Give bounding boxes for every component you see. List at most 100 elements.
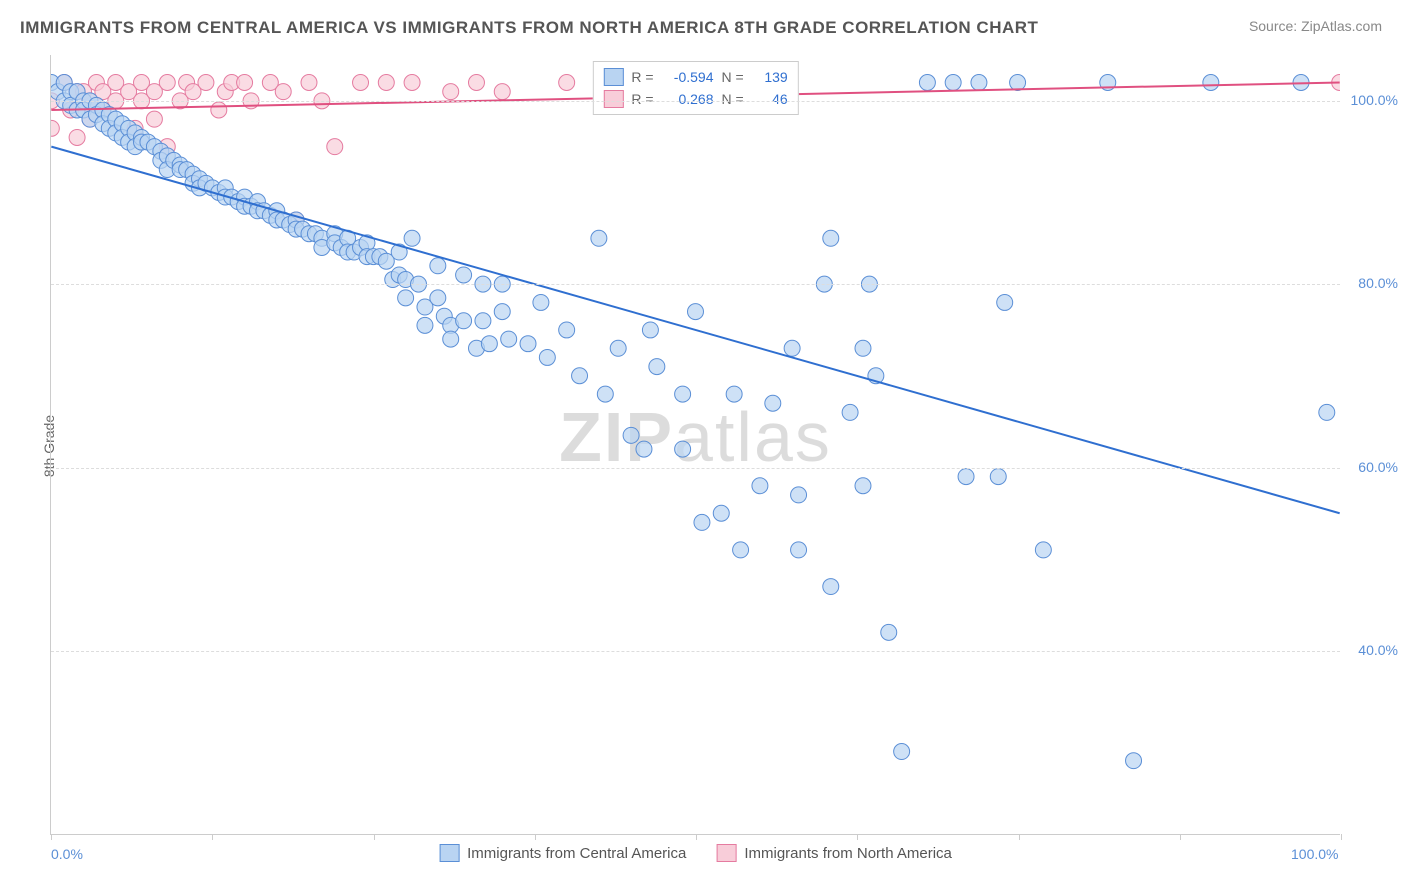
data-point	[159, 162, 175, 178]
legend-top-row-2: R = 0.268 N = 46	[603, 88, 787, 110]
data-point	[262, 75, 278, 91]
chart-title: IMMIGRANTS FROM CENTRAL AMERICA VS IMMIG…	[20, 18, 1038, 38]
data-point	[572, 368, 588, 384]
data-point	[224, 189, 240, 205]
data-point	[288, 212, 304, 228]
data-point	[288, 221, 304, 237]
data-point	[51, 120, 59, 136]
source-name: ZipAtlas.com	[1301, 18, 1382, 34]
data-point	[179, 162, 195, 178]
ytick-label: 40.0%	[1358, 642, 1398, 658]
data-point	[198, 75, 214, 91]
data-point	[688, 304, 704, 320]
xtick	[374, 834, 375, 840]
data-point	[211, 184, 227, 200]
ytick-label: 60.0%	[1358, 459, 1398, 475]
legend-swatch-pink	[603, 90, 623, 108]
data-point	[69, 84, 85, 100]
xtick	[857, 834, 858, 840]
data-point	[237, 189, 253, 205]
legend-bottom: Immigrants from Central America Immigran…	[439, 844, 952, 862]
data-point	[726, 386, 742, 402]
data-point	[404, 230, 420, 246]
data-point	[436, 308, 452, 324]
data-point	[185, 166, 201, 182]
legend-bottom-item-2: Immigrants from North America	[716, 844, 952, 862]
data-point	[51, 84, 66, 100]
watermark-rest: atlas	[674, 398, 832, 476]
data-point	[359, 235, 375, 251]
data-point	[649, 359, 665, 375]
data-point	[191, 171, 207, 187]
data-point	[134, 134, 150, 150]
data-point	[108, 75, 124, 91]
data-point	[481, 336, 497, 352]
xtick	[535, 834, 536, 840]
regression-line	[51, 147, 1339, 514]
data-point	[159, 139, 175, 155]
data-point	[56, 75, 72, 91]
data-point	[868, 368, 884, 384]
data-point	[958, 469, 974, 485]
data-point	[378, 75, 394, 91]
data-point	[198, 175, 214, 191]
legend-r-value-1: -0.594	[662, 66, 714, 88]
data-point	[417, 317, 433, 333]
watermark: ZIPatlas	[559, 397, 832, 477]
data-point	[63, 84, 79, 100]
data-point	[456, 313, 472, 329]
xtick	[1341, 834, 1342, 840]
data-point	[262, 207, 278, 223]
data-point	[159, 148, 175, 164]
data-point	[1332, 75, 1340, 91]
data-point	[823, 579, 839, 595]
xtick-label: 0.0%	[51, 846, 83, 862]
data-point	[88, 107, 104, 123]
data-point	[468, 75, 484, 91]
data-point	[327, 139, 343, 155]
data-point	[881, 624, 897, 640]
data-point	[114, 129, 130, 145]
legend-r-label-2: R =	[631, 88, 653, 110]
xtick-label: 100.0%	[1291, 846, 1338, 862]
data-point	[520, 336, 536, 352]
data-point	[997, 294, 1013, 310]
data-point	[217, 189, 233, 205]
data-point	[636, 441, 652, 457]
data-point	[127, 139, 143, 155]
data-point	[288, 212, 304, 228]
data-point	[101, 107, 117, 123]
data-point	[249, 203, 265, 219]
data-point	[95, 116, 111, 132]
legend-swatch-blue	[603, 68, 623, 86]
data-point	[185, 84, 201, 100]
data-point	[204, 180, 220, 196]
legend-bottom-label-2: Immigrants from North America	[744, 845, 952, 862]
data-point	[539, 349, 555, 365]
data-point	[765, 395, 781, 411]
data-point	[69, 129, 85, 145]
data-point	[1203, 75, 1219, 91]
data-point	[333, 239, 349, 255]
data-point	[108, 111, 124, 127]
gridline-h	[51, 284, 1340, 285]
data-point	[295, 221, 311, 237]
data-point	[172, 162, 188, 178]
data-point	[108, 125, 124, 141]
data-point	[153, 152, 169, 168]
data-point	[456, 267, 472, 283]
data-point	[468, 340, 484, 356]
data-point	[172, 157, 188, 173]
data-point	[1035, 542, 1051, 558]
data-point	[443, 331, 459, 347]
data-point	[733, 542, 749, 558]
data-point	[353, 75, 369, 91]
source-attribution: Source: ZipAtlas.com	[1249, 18, 1382, 34]
data-point	[146, 139, 162, 155]
source-prefix: Source:	[1249, 18, 1301, 34]
gridline-h	[51, 101, 1340, 102]
data-point	[340, 230, 356, 246]
data-point	[88, 97, 104, 113]
data-point	[1010, 75, 1026, 91]
data-point	[443, 317, 459, 333]
